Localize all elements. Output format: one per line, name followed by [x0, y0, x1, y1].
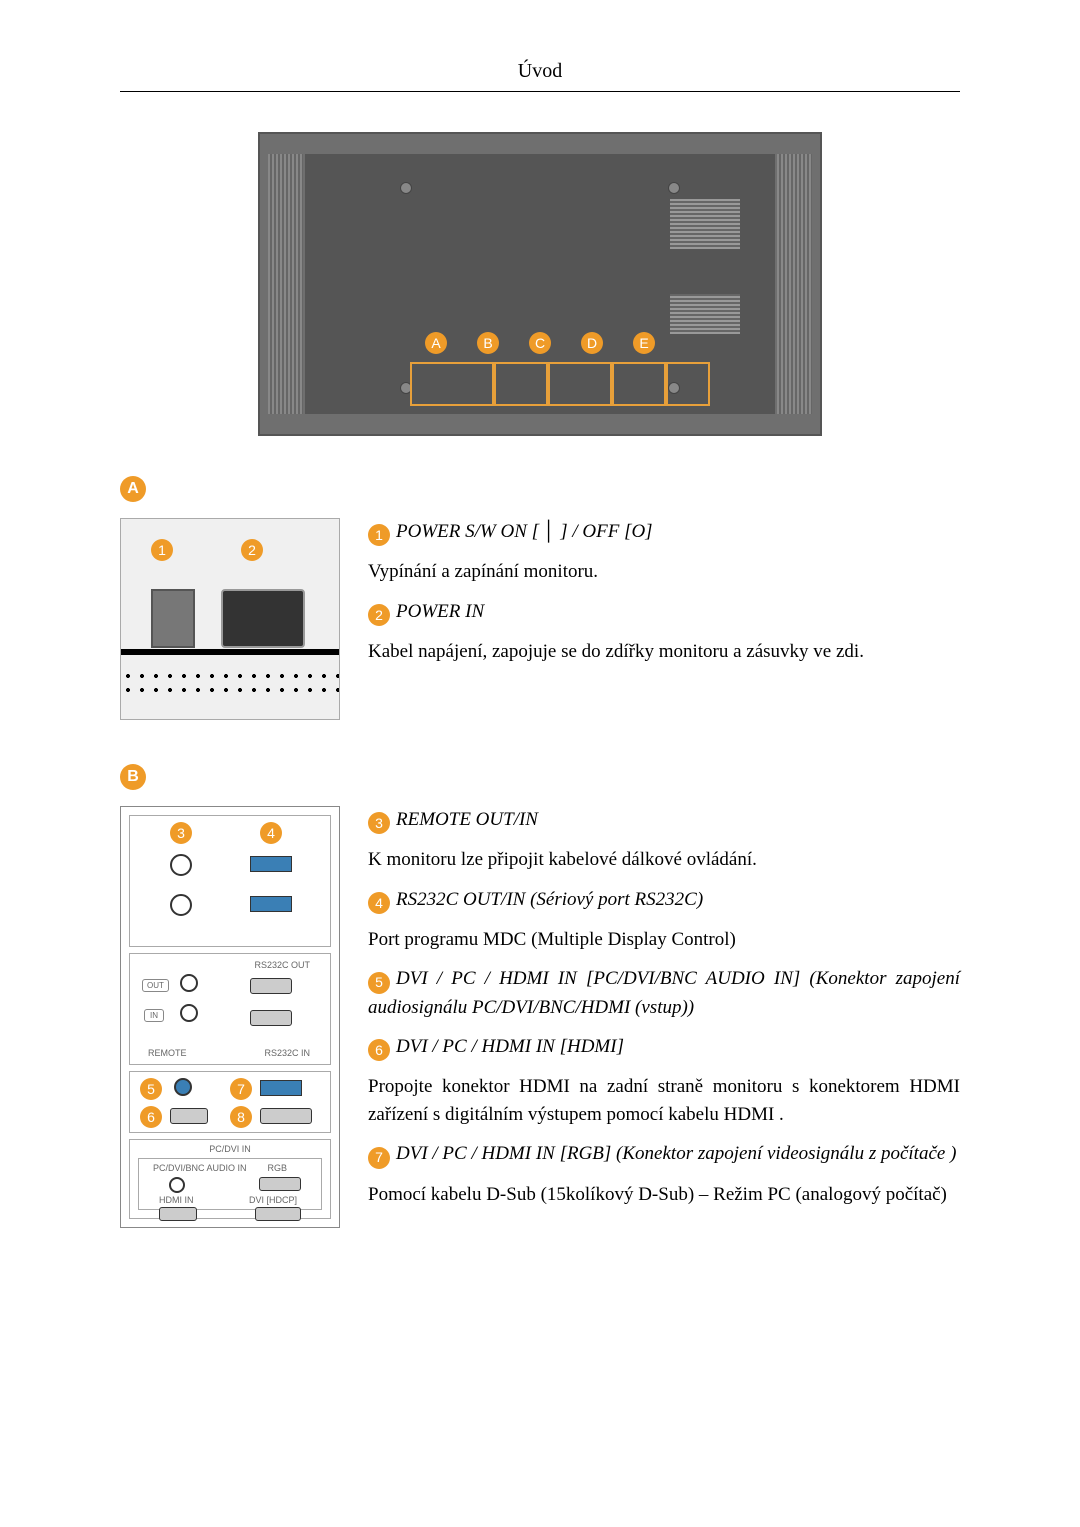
port-label-dvi-hdcp: DVI [HDCP] [249, 1195, 297, 1205]
section-label-b: B [120, 764, 146, 790]
section-a-image: 1 2 [120, 518, 340, 720]
monitor-rear-diagram: A B C D E [258, 132, 822, 436]
item-text-3: K monitoru lze připojit kabelové dálkové… [368, 846, 960, 874]
port-label-out: OUT [142, 979, 169, 992]
badge-8: 8 [230, 1106, 252, 1128]
num-badge-2: 2 [368, 604, 390, 626]
item-title-7: DVI / PC / HDMI IN [RGB] (Konektor zapoj… [396, 1143, 956, 1164]
item-text-7: Pomocí kabelu D-Sub (15kolíkový D-Sub) –… [368, 1181, 960, 1209]
item-title-3: REMOTE OUT/IN [396, 809, 538, 830]
num-badge-7: 7 [368, 1147, 390, 1169]
port-label-audio-in: PC/DVI/BNC AUDIO IN [153, 1163, 247, 1173]
badge-6: 6 [140, 1106, 162, 1128]
panel-label-b: B [477, 332, 499, 354]
item-title-1: POWER S/W ON [ │ ] / OFF [O] [396, 521, 653, 542]
num-badge-5: 5 [368, 972, 390, 994]
panel-label-e: E [633, 332, 655, 354]
port-label-hdmi-in: HDMI IN [159, 1195, 194, 1205]
port-label-pcdvi-in: PC/DVI IN [130, 1144, 330, 1154]
port-label-rs232c-in: RS232C IN [264, 1048, 310, 1058]
item-text-2: Kabel napájení, zapojuje se do zdířky mo… [368, 638, 960, 666]
item-title-6: DVI / PC / HDMI IN [HDMI] [396, 1036, 624, 1057]
badge-1: 1 [151, 539, 173, 561]
port-label-remote: REMOTE [148, 1048, 187, 1058]
item-text-4: Port programu MDC (Multiple Display Cont… [368, 926, 960, 954]
badge-2: 2 [241, 539, 263, 561]
port-label-rs232c-out: RS232C OUT [254, 960, 310, 970]
item-title-5: DVI / PC / HDMI IN [PC/DVI/BNC AUDIO IN]… [368, 968, 960, 1017]
badge-5: 5 [140, 1078, 162, 1100]
badge-3: 3 [170, 822, 192, 844]
page-header: Úvod [120, 60, 960, 92]
badge-7: 7 [230, 1078, 252, 1100]
panel-label-a: A [425, 332, 447, 354]
num-badge-3: 3 [368, 812, 390, 834]
num-badge-4: 4 [368, 892, 390, 914]
section-b-row: 3 4 RS232C OUT RS232C IN OUT IN REMOTE [120, 806, 960, 1228]
num-badge-6: 6 [368, 1039, 390, 1061]
section-a-row: 1 2 1 POWER S/W ON [ │ ] / OFF [O] Vypíná… [120, 518, 960, 720]
item-title-2: POWER IN [396, 601, 484, 622]
section-label-a: A [120, 476, 146, 502]
port-label-in: IN [144, 1009, 164, 1022]
panel-label-c: C [529, 332, 551, 354]
num-badge-1: 1 [368, 524, 390, 546]
section-b-image: 3 4 RS232C OUT RS232C IN OUT IN REMOTE [120, 806, 340, 1228]
item-text-6: Propojte konektor HDMI na zadní straně m… [368, 1073, 960, 1128]
port-label-rgb: RGB [267, 1163, 287, 1173]
item-text-1: Vypínání a zapínání monitoru. [368, 558, 960, 586]
badge-4: 4 [260, 822, 282, 844]
panel-label-d: D [581, 332, 603, 354]
item-title-4: RS232C OUT/IN (Sériový port RS232C) [396, 889, 703, 910]
